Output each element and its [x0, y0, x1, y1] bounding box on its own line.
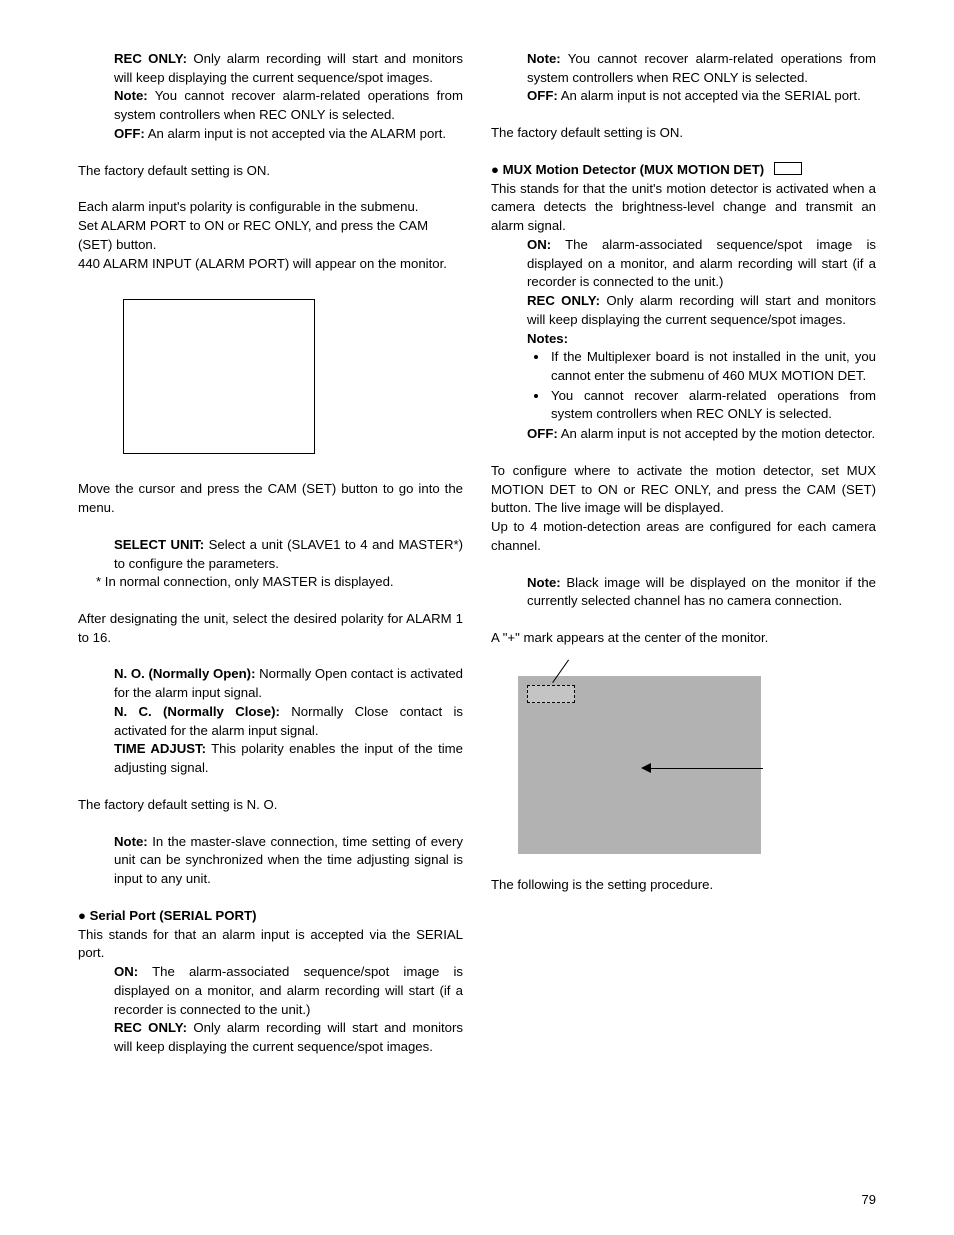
serial-on-text: The alarm-associated sequence/spot image…	[114, 964, 463, 1016]
rnote2-label: Note:	[527, 575, 561, 590]
plus-mark-text: A "+" mark appears at the center of the …	[491, 629, 876, 648]
note2-text: In the master-slave connection, time set…	[114, 834, 463, 886]
rnote-label: Note:	[527, 51, 561, 66]
roff-label: OFF:	[527, 88, 558, 103]
mux-intro: This stands for that the unit's motion d…	[491, 180, 876, 236]
motion-areas-text: Up to 4 motion-detection areas are confi…	[491, 518, 876, 555]
alarm-input-text: 440 ALARM INPUT (ALARM PORT) will appear…	[78, 255, 463, 274]
left-column: REC ONLY: Only alarm recording will star…	[78, 50, 463, 1057]
serial-rec-label: REC ONLY:	[114, 1020, 187, 1035]
cursor-pointer-line	[645, 768, 763, 769]
mux-inline-box-icon	[774, 162, 802, 175]
configure-motion-text: To configure where to activate the motio…	[491, 462, 876, 518]
note-label: Note:	[114, 88, 148, 103]
reconly-def: REC ONLY: Only alarm recording will star…	[78, 50, 463, 87]
right-off-def: OFF: An alarm input is not accepted via …	[491, 87, 876, 106]
cursor-arrow-head-icon	[641, 763, 651, 773]
mux-rec-def: REC ONLY: Only alarm recording will star…	[491, 292, 876, 329]
designate-unit-text: After designating the unit, select the d…	[78, 610, 463, 647]
set-alarm-text: Set ALARM PORT to ON or REC ONLY, and pr…	[78, 217, 463, 254]
notes-bullet-list: If the Multiplexer board is not installe…	[491, 348, 876, 424]
note-text: You cannot recover alarm-related operati…	[114, 88, 463, 122]
mux-on-text: The alarm-associated sequence/spot image…	[527, 237, 876, 289]
mux-on-def: ON: The alarm-associated sequence/spot i…	[491, 236, 876, 292]
move-cursor-text: Move the cursor and press the CAM (SET) …	[78, 480, 463, 517]
left-note2: Note: In the master-slave connection, ti…	[78, 833, 463, 889]
serial-on-label: ON:	[114, 964, 138, 979]
page-columns: REC ONLY: Only alarm recording will star…	[78, 50, 876, 1057]
dashed-region	[527, 685, 575, 703]
serial-on-def: ON: The alarm-associated sequence/spot i…	[78, 963, 463, 1019]
page-number: 79	[862, 1192, 876, 1207]
mux-off-def: OFF: An alarm input is not accepted by t…	[491, 425, 876, 444]
polarity-text: Each alarm input's polarity is configura…	[78, 198, 463, 217]
bullet-2: You cannot recover alarm-related operati…	[549, 387, 876, 424]
reconly-label: REC ONLY:	[114, 51, 187, 66]
no-label: N. O. (Normally Open):	[114, 666, 255, 681]
select-unit-def: SELECT UNIT: Select a unit (SLAVE1 to 4 …	[78, 536, 463, 573]
roff-text: An alarm input is not accepted via the S…	[558, 88, 861, 103]
right-factory-1: The factory default setting is ON.	[491, 124, 876, 143]
off-text: An alarm input is not accepted via the A…	[145, 126, 446, 141]
motion-monitor-diagram	[518, 676, 761, 854]
right-column: Note: You cannot recover alarm-related o…	[491, 50, 876, 1057]
serial-rec-def: REC ONLY: Only alarm recording will star…	[78, 1019, 463, 1056]
mux-off-label: OFF:	[527, 426, 558, 441]
bullet-1: If the Multiplexer board is not installe…	[549, 348, 876, 385]
nc-label: N. C. (Normally Close):	[114, 704, 280, 719]
serial-port-heading: ● Serial Port (SERIAL PORT)	[78, 907, 463, 926]
factory-default-1: The factory default setting is ON.	[78, 162, 463, 181]
time-label: TIME ADJUST:	[114, 741, 206, 756]
rnote-text: You cannot recover alarm-related operati…	[527, 51, 876, 85]
notes-label: Notes:	[491, 330, 876, 349]
left-note1: Note: You cannot recover alarm-related o…	[78, 87, 463, 124]
setting-procedure-text: The following is the setting procedure.	[491, 876, 876, 895]
time-adjust-def: TIME ADJUST: This polarity enables the i…	[78, 740, 463, 777]
right-note1: Note: You cannot recover alarm-related o…	[491, 50, 876, 87]
mux-on-label: ON:	[527, 237, 551, 252]
no-def: N. O. (Normally Open): Normally Open con…	[78, 665, 463, 702]
mux-off-text: An alarm input is not accepted by the mo…	[558, 426, 875, 441]
note2-label: Note:	[114, 834, 148, 849]
mux-heading-text: ● MUX Motion Detector (MUX MOTION DET)	[491, 162, 768, 177]
off-def: OFF: An alarm input is not accepted via …	[78, 125, 463, 144]
mux-heading: ● MUX Motion Detector (MUX MOTION DET)	[491, 161, 876, 180]
off-label: OFF:	[114, 126, 145, 141]
subtitle-pointer-line	[558, 658, 559, 659]
mux-rec-label: REC ONLY:	[527, 293, 600, 308]
nc-def: N. C. (Normally Close): Normally Close c…	[78, 703, 463, 740]
star-note: * In normal connection, only MASTER is d…	[78, 573, 463, 592]
select-unit-label: SELECT UNIT:	[114, 537, 204, 552]
factory-default-2: The factory default setting is N. O.	[78, 796, 463, 815]
rnote2-text: Black image will be displayed on the mon…	[527, 575, 876, 609]
menu-placeholder-box	[123, 299, 315, 454]
right-note2: Note: Black image will be displayed on t…	[491, 574, 876, 611]
serial-intro: This stands for that an alarm input is a…	[78, 926, 463, 963]
